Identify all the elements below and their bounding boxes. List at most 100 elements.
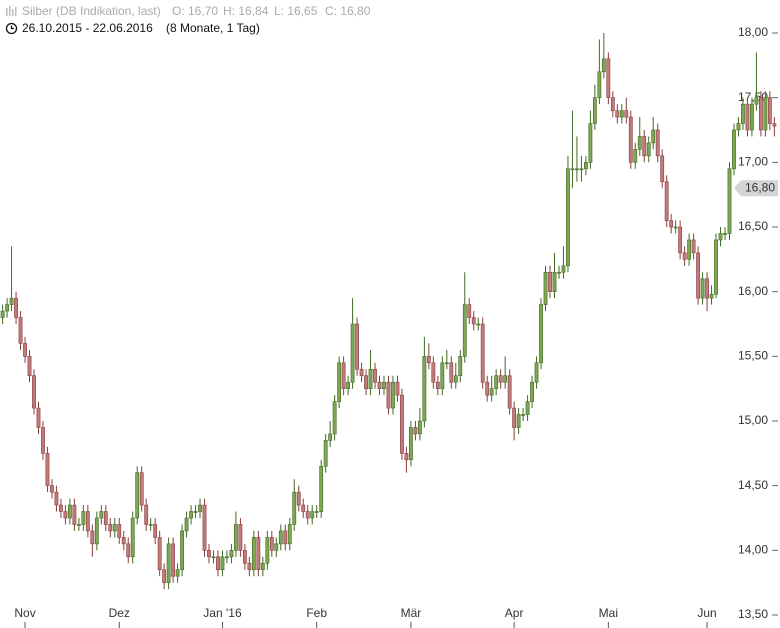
candle-body [413, 427, 418, 435]
candle-body [763, 97, 768, 131]
candle-body [642, 136, 647, 157]
candle-body [633, 149, 638, 163]
candle-body [94, 517, 99, 545]
candle-body [63, 511, 68, 519]
candle-body [575, 168, 579, 171]
candle-body [32, 375, 36, 409]
candle-body [543, 271, 548, 305]
candle-body [673, 226, 678, 229]
candle-body [521, 414, 525, 416]
candle-body [220, 556, 225, 571]
x-tick-label: Jan '16 [203, 606, 242, 620]
candle-body [700, 278, 705, 299]
candle-body [260, 562, 265, 571]
candle-body [229, 550, 234, 558]
candle-body [664, 181, 669, 221]
candle-body [144, 504, 149, 525]
y-tick-label: 16,50 [738, 219, 768, 233]
candle-body [539, 304, 543, 364]
candle-body [678, 226, 683, 254]
candle-body [400, 394, 404, 454]
candle-body [332, 401, 337, 435]
candle-body [512, 407, 517, 428]
header-icon [6, 6, 17, 16]
candle-body [341, 362, 346, 389]
y-tick-label: 17,00 [738, 155, 768, 169]
candle-body [310, 511, 315, 519]
candle-body [691, 239, 696, 254]
candle-body [162, 569, 167, 583]
candle-body [305, 511, 310, 519]
candle-body [651, 129, 656, 144]
candle-body [139, 472, 144, 506]
candle-body [386, 381, 391, 409]
candle-body [225, 556, 229, 559]
candle-body [189, 511, 193, 519]
candle-body [718, 233, 723, 241]
candle-body [395, 381, 400, 396]
y-tick-label: 16,00 [738, 284, 768, 298]
candle-body [494, 375, 499, 389]
candle-body [404, 453, 409, 461]
candle-body [476, 323, 481, 326]
candle-body [45, 453, 50, 486]
candle-body [323, 440, 328, 467]
candle-body [54, 491, 59, 506]
candle-body [238, 524, 243, 551]
candle-body [234, 524, 238, 551]
candle-body [76, 524, 81, 526]
candle-body [41, 427, 45, 454]
candle-body [216, 556, 220, 571]
candle-body [148, 524, 153, 526]
candle-body [669, 220, 674, 228]
open-value: O: 16,70 [172, 4, 218, 18]
candle-body [242, 550, 247, 564]
candle-body [319, 465, 324, 512]
x-tick-label: Jun [697, 606, 716, 620]
candle-body [292, 491, 297, 525]
candle-body [184, 517, 189, 532]
candle-body [732, 129, 736, 170]
candle-body [426, 356, 431, 364]
candle-body [444, 362, 449, 365]
candle-body [767, 97, 772, 124]
candle-body [628, 116, 633, 163]
candle-body [278, 530, 283, 545]
candle-body [265, 537, 270, 564]
candle-body [637, 136, 642, 150]
y-tick-label: 14,50 [738, 478, 768, 492]
candle-body [507, 375, 512, 409]
candle-body [350, 323, 355, 383]
candle-body [251, 537, 256, 571]
candle-body [126, 543, 131, 558]
candle-body [741, 103, 745, 124]
candle-body [503, 375, 508, 383]
candle-body [709, 293, 714, 299]
candle-body [417, 420, 422, 435]
instrument-name: Silber (DB Indikation, last) [22, 4, 161, 18]
x-tick-label: Mai [599, 606, 618, 620]
candle-body [498, 375, 503, 383]
candle-body [5, 304, 9, 312]
candle-body [373, 368, 377, 383]
candle-body [9, 297, 14, 305]
candle-body [646, 142, 651, 157]
x-tick-label: Apr [505, 606, 524, 620]
candle-body [660, 155, 665, 183]
high-value: H: 16,84 [223, 4, 269, 18]
candle-body [592, 97, 597, 124]
candle-body [130, 517, 135, 558]
last-value-tag [734, 180, 778, 197]
candle-body [112, 524, 117, 532]
candle-body [337, 362, 342, 402]
candle-body [584, 162, 588, 170]
candle-body [435, 381, 440, 389]
x-tick-label: Feb [306, 606, 327, 620]
plot: 13,50 14,00 14,50 15,00 15,50 16,00 16,50 17,00… [0, 25, 778, 628]
candle-body [377, 381, 382, 389]
candle-body [525, 401, 530, 415]
duration: (8 Monate, 1 Tag) [166, 21, 260, 35]
candle-body [90, 530, 95, 545]
last-value-label: 16,80 [745, 180, 775, 194]
